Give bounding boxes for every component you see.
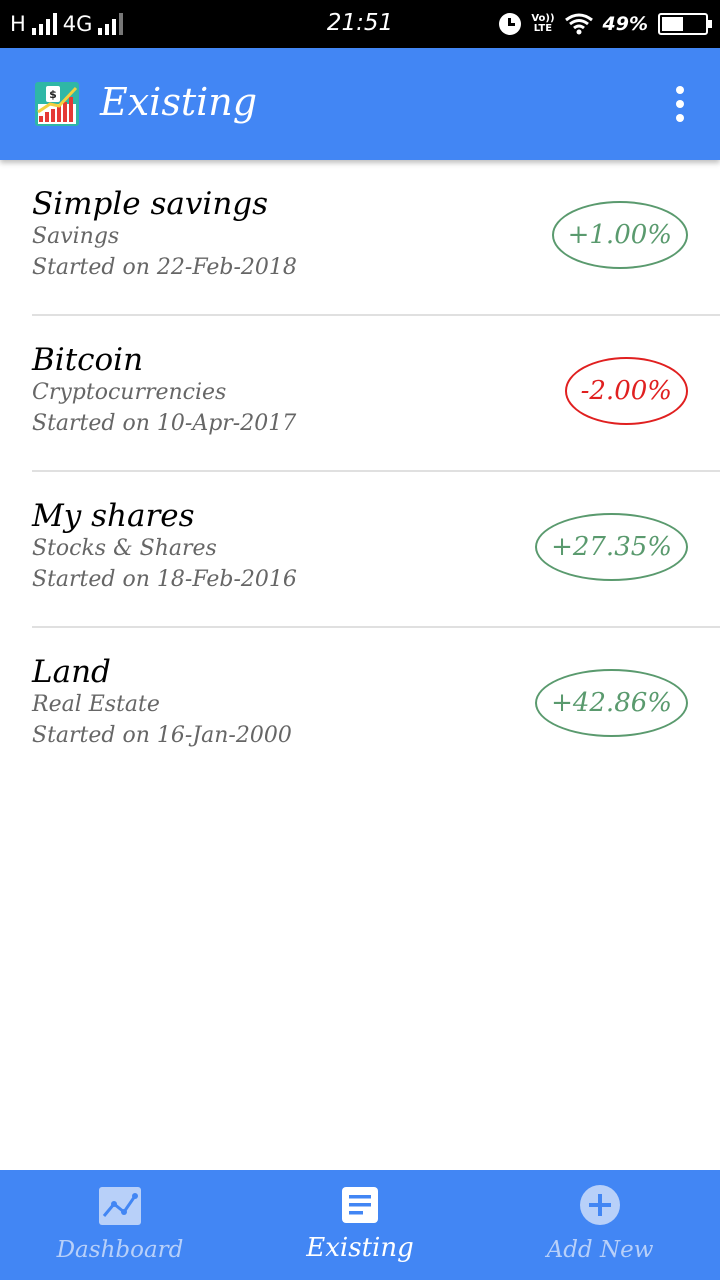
list-document-icon <box>342 1187 378 1223</box>
more-options-button[interactable] <box>668 82 692 126</box>
investment-start-date: Started on 10-Apr-2017 <box>32 411 297 436</box>
investment-start-date: Started on 18-Feb-2016 <box>32 567 297 592</box>
nav-label: Dashboard <box>56 1237 184 1263</box>
wifi-icon <box>564 13 593 35</box>
app-logo-icon: $ <box>35 82 79 126</box>
nav-label: Existing <box>306 1233 414 1263</box>
battery-icon <box>658 13 712 35</box>
investment-category: Savings <box>32 224 120 249</box>
change-badge: +27.35% <box>535 513 688 581</box>
line-chart-icon <box>99 1187 141 1225</box>
investment-list: Simple savings Savings Started on 22-Feb… <box>0 160 720 784</box>
signal-icon <box>98 13 124 35</box>
list-item[interactable]: My shares Stocks & Shares Started on 18-… <box>32 472 720 628</box>
investment-name: Bitcoin <box>32 342 144 378</box>
investment-name: Simple savings <box>32 186 269 222</box>
nav-label: Add New <box>546 1237 654 1263</box>
more-vert-icon <box>676 86 684 94</box>
investment-name: Land <box>32 654 111 690</box>
investment-category: Real Estate <box>32 692 160 717</box>
change-badge: +1.00% <box>551 201 688 269</box>
signal-icon <box>31 13 57 35</box>
investment-start-date: Started on 16-Jan-2000 <box>32 723 292 748</box>
status-bar: H 4G 21:51 Vo)) LTE 49% <box>0 0 720 48</box>
status-left: H 4G <box>10 10 124 38</box>
list-item[interactable]: Land Real Estate Started on 16-Jan-2000 … <box>32 628 720 784</box>
network-type-h: H <box>10 12 26 36</box>
app-bar: $ Existing <box>0 48 720 160</box>
battery-percent: 49% <box>602 13 648 35</box>
nav-dashboard[interactable]: Dashboard <box>0 1170 240 1280</box>
list-item[interactable]: Simple savings Savings Started on 22-Feb… <box>32 160 720 316</box>
page-title: Existing <box>100 80 258 124</box>
investment-category: Cryptocurrencies <box>32 380 227 405</box>
nav-existing[interactable]: Existing <box>240 1170 480 1280</box>
change-badge: +42.86% <box>535 669 688 737</box>
investment-start-date: Started on 22-Feb-2018 <box>32 255 297 280</box>
volte-label: Vo)) <box>531 13 555 24</box>
lte-label: LTE <box>533 23 553 34</box>
change-badge: -2.00% <box>564 357 688 425</box>
alarm-icon <box>499 13 522 35</box>
status-time: 21:51 <box>326 10 394 36</box>
bottom-navigation: Dashboard Existing Add New <box>0 1170 720 1280</box>
list-item[interactable]: Bitcoin Cryptocurrencies Started on 10-A… <box>32 316 720 472</box>
investment-category: Stocks & Shares <box>32 536 217 561</box>
network-type-4g: 4G <box>62 12 93 36</box>
investment-name: My shares <box>32 498 195 534</box>
status-right: Vo)) LTE 49% <box>499 10 712 38</box>
nav-add-new[interactable]: Add New <box>480 1170 720 1280</box>
volte-icon: Vo)) LTE <box>531 14 554 34</box>
add-circle-icon <box>580 1185 620 1225</box>
svg-text:$: $ <box>49 88 57 101</box>
